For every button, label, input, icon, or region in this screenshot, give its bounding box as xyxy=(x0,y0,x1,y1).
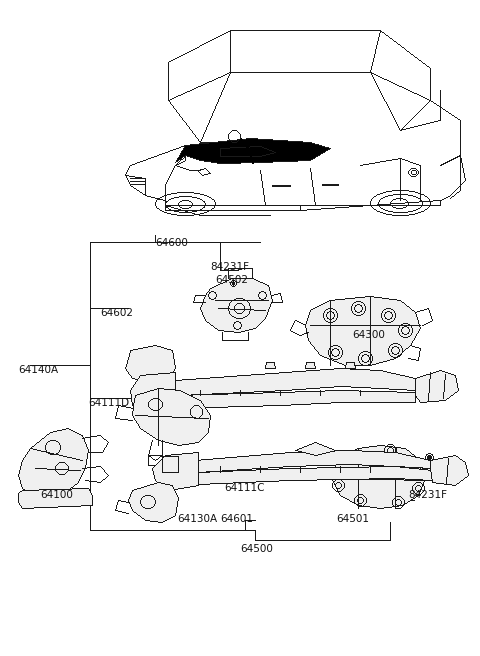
Text: 84231F: 84231F xyxy=(210,262,249,272)
Text: 84231F: 84231F xyxy=(408,490,447,500)
Text: 64300: 64300 xyxy=(352,330,385,340)
Text: 64600: 64600 xyxy=(155,238,188,248)
Text: 64140A: 64140A xyxy=(18,365,58,375)
Text: 64500: 64500 xyxy=(240,544,273,554)
Text: 64111C: 64111C xyxy=(224,483,264,493)
Text: 64502: 64502 xyxy=(215,275,248,285)
Text: 64501: 64501 xyxy=(336,514,369,524)
Text: 64100: 64100 xyxy=(40,490,73,500)
Text: 64601: 64601 xyxy=(220,514,253,524)
Text: 64130A: 64130A xyxy=(177,514,217,524)
Text: 64602: 64602 xyxy=(100,308,133,318)
Text: 64111D: 64111D xyxy=(88,398,129,408)
